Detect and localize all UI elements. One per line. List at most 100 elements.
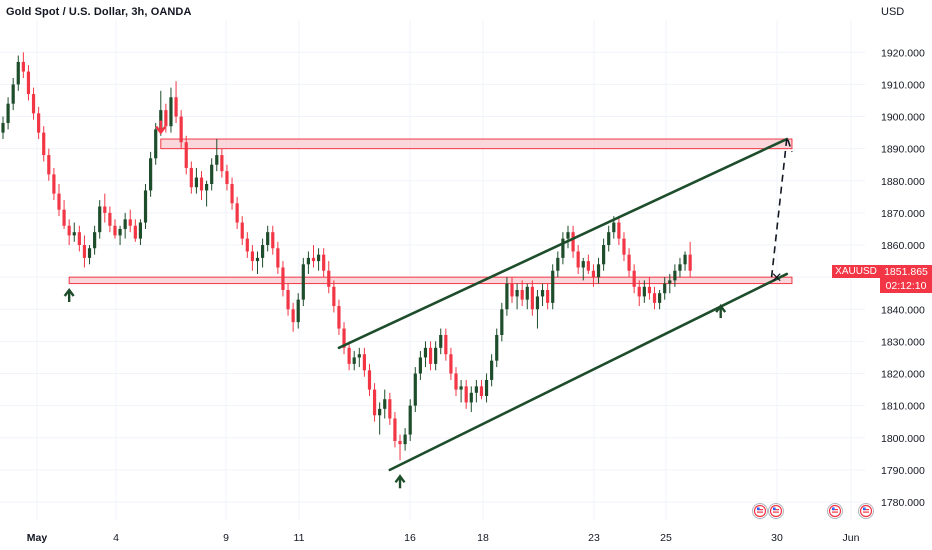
candle-body	[632, 270, 636, 287]
candle-body	[571, 232, 575, 252]
candle-body	[556, 257, 560, 271]
candle-body	[347, 347, 351, 364]
candle-body	[647, 286, 652, 294]
flag-icon-canton	[863, 507, 866, 511]
candle-body	[57, 193, 61, 210]
candle-body	[327, 270, 331, 287]
candle-body	[37, 113, 41, 133]
candle-body	[388, 399, 392, 419]
chart-title: Gold Spot / U.S. Dollar, 3h, OANDA	[6, 6, 192, 18]
candle-body	[255, 257, 260, 262]
flag-icon-disc	[769, 504, 783, 518]
candle-body	[500, 309, 504, 335]
candle-body	[301, 264, 305, 300]
arrow-up-icon	[715, 304, 727, 319]
time-tick-label: 18	[477, 532, 489, 544]
candle-body	[245, 238, 249, 252]
candles	[1, 52, 692, 461]
projection-path	[770, 136, 793, 278]
price-tick-label: 1860.000	[881, 240, 925, 252]
candle-body	[311, 257, 316, 262]
time-tick-label: 23	[588, 532, 600, 544]
candle-body	[342, 328, 346, 348]
flag-icon-canton	[832, 507, 835, 511]
candle-body	[266, 232, 270, 246]
candle-body	[352, 357, 356, 364]
last-price-label: 1851.865	[880, 265, 932, 279]
candle-body	[591, 270, 596, 278]
price-tick-label: 1810.000	[881, 401, 925, 413]
candle-body	[403, 434, 407, 445]
candle-body	[322, 254, 326, 271]
candle-body	[362, 354, 366, 371]
event-icons	[752, 503, 874, 519]
zone-rect	[68, 276, 793, 285]
flag-icon-canton	[757, 507, 760, 511]
candle-body	[82, 245, 87, 258]
arrow-up-head	[63, 288, 75, 297]
price-tick-label: 1820.000	[881, 369, 925, 381]
candle-body	[423, 347, 428, 358]
flag-icon-disc	[753, 504, 767, 518]
candle-body	[566, 232, 570, 239]
candle-body	[357, 354, 361, 358]
candle-body	[602, 245, 606, 265]
candle-body	[154, 129, 158, 159]
candle-body	[1, 122, 5, 133]
candle-body	[581, 261, 585, 268]
time-tick-label: 4	[113, 532, 119, 544]
arrow-up-icon	[394, 474, 406, 489]
candle-body	[393, 418, 397, 441]
price-tick-label: 1910.000	[881, 79, 925, 91]
candle-body	[332, 286, 336, 307]
candle-body	[271, 232, 275, 249]
drawings	[63, 120, 793, 489]
candle-body	[47, 155, 51, 175]
price-tick-label: 1790.000	[881, 465, 925, 477]
candle-body	[26, 71, 31, 95]
flag-icon	[768, 503, 784, 519]
cross-icon	[772, 273, 781, 282]
candle-body	[607, 232, 611, 246]
bar-countdown-label: 02:12:10	[880, 279, 932, 293]
candle-body	[108, 212, 112, 226]
time-tick-label: 9	[223, 532, 229, 544]
candle-body	[434, 347, 438, 364]
flag-icon-stripe	[832, 509, 838, 511]
candle-body	[642, 286, 646, 297]
time-axis[interactable]: May 4 9 11 16 18 23 25 30 Jun	[27, 532, 860, 544]
candle-body	[637, 286, 641, 297]
price-tick-label: 1890.000	[881, 144, 925, 156]
candle-body	[174, 97, 178, 117]
flag-icon-stripe	[863, 511, 869, 513]
candle-body	[93, 232, 97, 249]
candle-body	[199, 177, 204, 191]
candle-body	[286, 290, 290, 310]
time-tick-label: 11	[294, 532, 305, 544]
candle-body	[561, 238, 565, 258]
time-tick-label: 30	[771, 532, 783, 544]
candle-body	[87, 248, 92, 258]
candle-body	[596, 264, 601, 278]
candle-body	[495, 334, 499, 361]
candle-body	[118, 228, 122, 236]
price-tick-label: 1830.000	[881, 336, 925, 348]
zone-rect	[160, 138, 793, 150]
candle-body	[72, 232, 76, 236]
candle-body	[128, 219, 132, 226]
candle-body	[464, 386, 468, 403]
candle-body	[444, 334, 448, 355]
candle-body	[525, 286, 529, 300]
candle-body	[21, 61, 25, 72]
candle-body	[260, 245, 265, 258]
candle-body	[678, 264, 682, 271]
candle-body	[510, 283, 514, 297]
price-tick-label: 1780.000	[881, 497, 925, 509]
candle-body	[530, 286, 534, 310]
candle-body	[459, 386, 463, 390]
symbol-badge[interactable]: XAUUSD	[832, 265, 880, 278]
channel-line	[337, 137, 789, 350]
candle-body	[276, 248, 280, 268]
arrow-down-icon	[155, 120, 167, 135]
